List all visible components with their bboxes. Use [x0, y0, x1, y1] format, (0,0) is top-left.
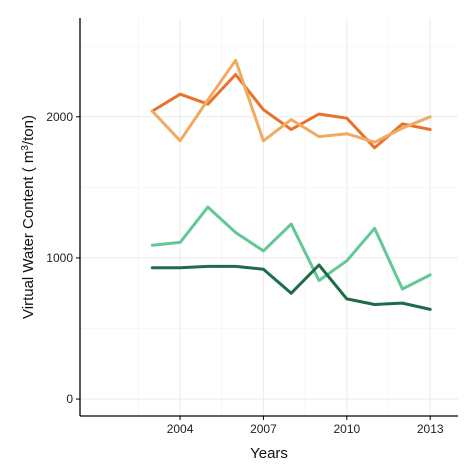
- x-tick-label: 2007: [250, 422, 277, 436]
- series-line-4: [150, 263, 432, 311]
- tick-labels: 2004 2007 2010 2013 0 1000 2000: [46, 110, 444, 436]
- axes: [76, 18, 458, 420]
- y-axis-title-prefix: Virtual Water Content ( m: [20, 151, 37, 319]
- y-tick-label: 1000: [46, 251, 73, 265]
- series-line-2: [150, 58, 432, 144]
- y-axis-title: Virtual Water Content ( m3/ton): [20, 115, 38, 319]
- y-axis-title-superscript: 3: [20, 145, 31, 151]
- x-tick-label: 2010: [333, 422, 360, 436]
- series-lines: [150, 58, 432, 311]
- y-axis-title-suffix: /ton): [20, 115, 37, 145]
- x-tick-label: 2004: [167, 422, 194, 436]
- y-tick-label: 0: [66, 392, 73, 406]
- grid: [80, 18, 458, 416]
- y-tick-label: 2000: [46, 110, 73, 124]
- x-tick-label: 2013: [417, 422, 444, 436]
- x-axis-title: Years: [250, 445, 288, 462]
- series-line-1: [150, 73, 432, 150]
- series-line-3: [150, 205, 432, 291]
